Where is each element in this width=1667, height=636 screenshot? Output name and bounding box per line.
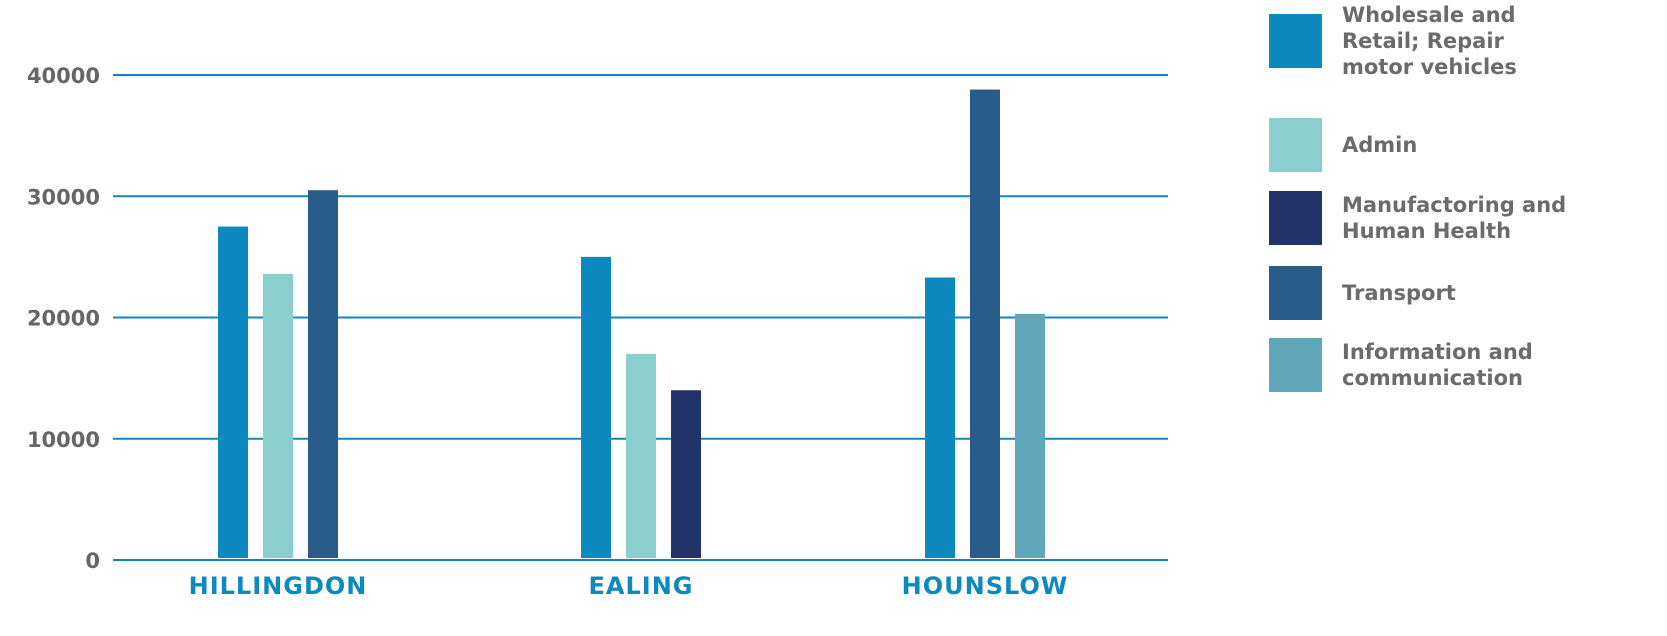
bar	[671, 390, 701, 558]
legend-label: Information and	[1342, 340, 1533, 364]
legend-swatch	[1269, 338, 1322, 392]
bar	[1015, 313, 1045, 558]
legend-label: Human Health	[1342, 219, 1511, 243]
legend-label: Transport	[1342, 281, 1456, 305]
legend-label: Retail; Repair	[1342, 29, 1505, 53]
legend-swatch	[1269, 266, 1322, 320]
bar	[308, 190, 338, 558]
y-tick-label: 30000	[27, 185, 100, 209]
legend-label: communication	[1342, 366, 1523, 390]
y-tick-label: 0	[85, 549, 100, 573]
x-category-label: HILLINGDON	[189, 572, 368, 600]
y-axis-ticks: 0 10000 20000 30000 40000	[27, 64, 100, 573]
y-tick-label: 10000	[27, 428, 100, 452]
legend-swatch	[1269, 118, 1322, 172]
y-tick-label: 20000	[27, 307, 100, 331]
bar	[925, 277, 955, 558]
legend-swatch	[1269, 191, 1322, 245]
bar	[626, 353, 656, 558]
bar	[263, 273, 293, 558]
x-axis-categories: HILLINGDON EALING HOUNSLOW	[189, 572, 1069, 600]
legend-label: Manufactoring and	[1342, 193, 1566, 217]
bar	[581, 256, 611, 558]
legend-label: Admin	[1342, 133, 1417, 157]
legend-swatch	[1269, 14, 1322, 68]
x-category-label: HOUNSLOW	[902, 572, 1069, 600]
bars	[218, 89, 1045, 559]
legend-label: Wholesale and	[1342, 3, 1516, 27]
y-tick-label: 40000	[27, 64, 100, 88]
bar	[218, 226, 248, 558]
bar	[970, 89, 1000, 559]
legend-label: motor vehicles	[1342, 55, 1517, 79]
x-category-label: EALING	[589, 572, 694, 600]
